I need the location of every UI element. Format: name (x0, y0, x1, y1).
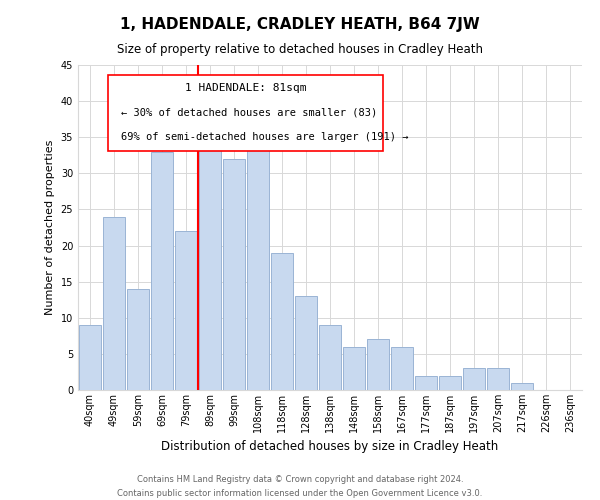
Bar (319, 325, 341, 390)
Bar (487, 368, 509, 390)
Text: 69% of semi-detached houses are larger (191) →: 69% of semi-detached houses are larger (… (121, 132, 409, 142)
Bar (511, 383, 533, 390)
Bar (271, 253, 293, 390)
FancyBboxPatch shape (108, 74, 383, 151)
Bar (343, 346, 365, 390)
Bar (367, 340, 389, 390)
Bar (247, 144, 269, 390)
Bar (439, 376, 461, 390)
Bar (295, 296, 317, 390)
Bar (463, 368, 485, 390)
Bar (79, 325, 101, 390)
Text: ← 30% of detached houses are smaller (83): ← 30% of detached houses are smaller (83… (121, 108, 377, 118)
Text: 1 HADENDALE: 81sqm: 1 HADENDALE: 81sqm (185, 84, 307, 94)
Bar (103, 216, 125, 390)
X-axis label: Distribution of detached houses by size in Cradley Heath: Distribution of detached houses by size … (161, 440, 499, 454)
Bar (391, 346, 413, 390)
Bar (415, 376, 437, 390)
Text: Size of property relative to detached houses in Cradley Heath: Size of property relative to detached ho… (117, 42, 483, 56)
Bar (223, 159, 245, 390)
Bar (127, 289, 149, 390)
Bar (175, 231, 197, 390)
Text: Contains HM Land Registry data © Crown copyright and database right 2024.
Contai: Contains HM Land Registry data © Crown c… (118, 476, 482, 498)
Y-axis label: Number of detached properties: Number of detached properties (45, 140, 55, 315)
Bar (199, 130, 221, 390)
Bar (151, 152, 173, 390)
Text: 1, HADENDALE, CRADLEY HEATH, B64 7JW: 1, HADENDALE, CRADLEY HEATH, B64 7JW (120, 18, 480, 32)
